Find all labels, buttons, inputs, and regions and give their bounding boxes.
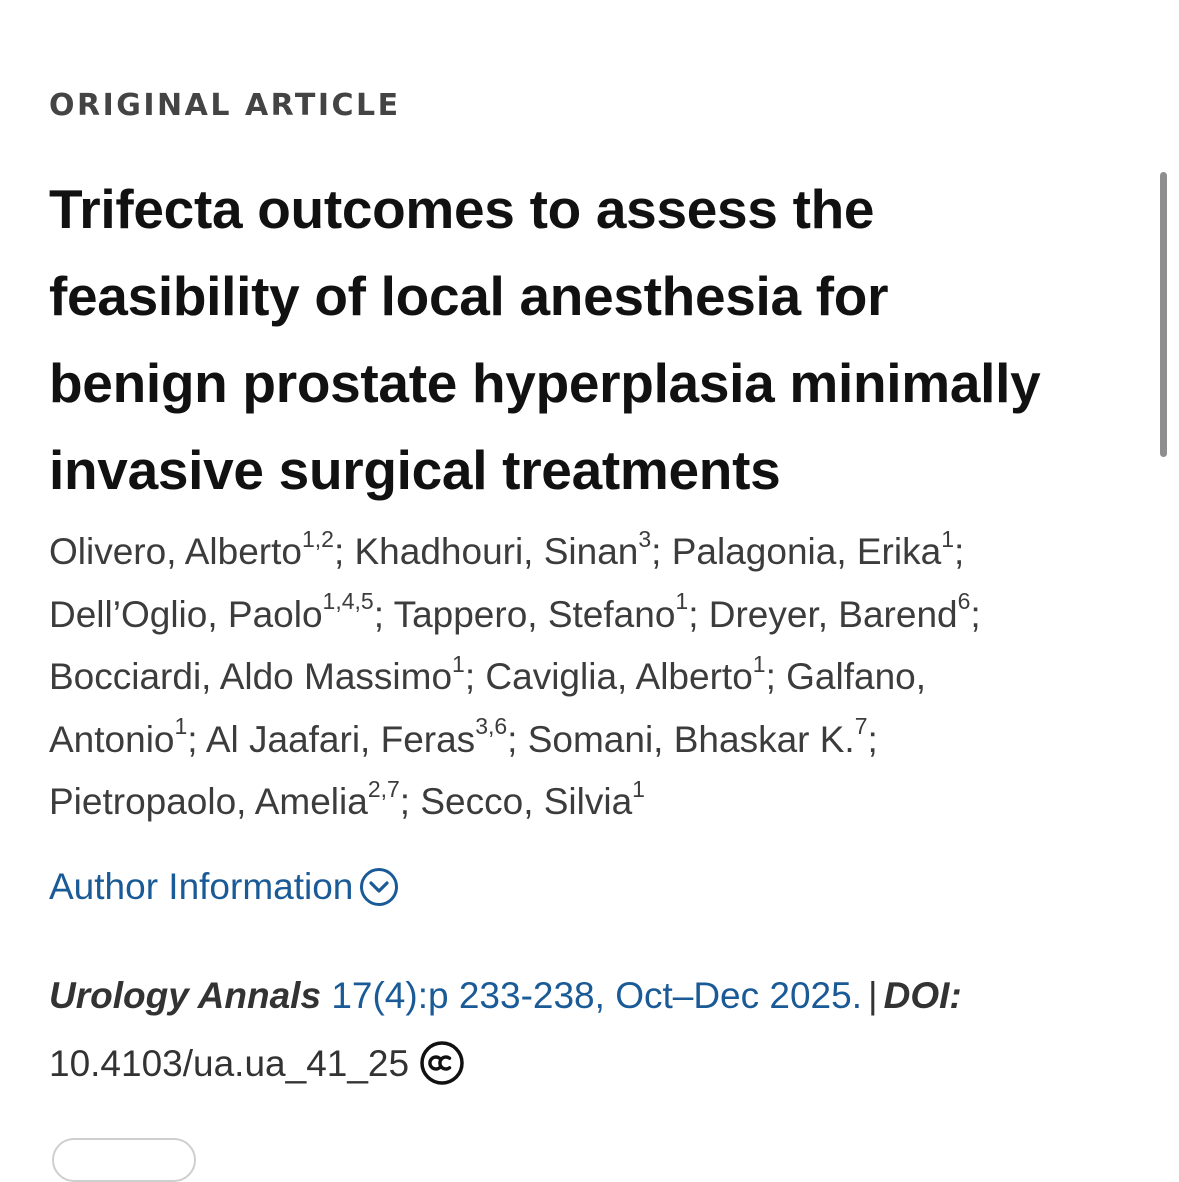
author-name[interactable]: ; Dreyer, Barend: [688, 593, 958, 635]
affiliation-sup: 2,7: [367, 775, 400, 802]
title-line-1: Trifecta outcomes to assess the: [49, 178, 875, 240]
article-title: Trifecta outcomes to assess the feasibil…: [49, 166, 1124, 514]
author-list: Olivero, Alberto1,2; Khadhouri, Sinan3; …: [49, 521, 1124, 834]
affiliation-sup: 1: [452, 650, 465, 677]
author-information-toggle[interactable]: Author Information: [49, 866, 399, 908]
author-name[interactable]: ; Secco, Silvia: [399, 781, 633, 822]
author-separator: ;: [953, 531, 965, 572]
chevron-down-circle-icon[interactable]: [359, 867, 399, 907]
author-name[interactable]: ; Caviglia, Alberto: [464, 656, 753, 697]
affiliation-sup: 1: [941, 525, 954, 552]
author-name[interactable]: Antonio: [49, 718, 175, 760]
author-name[interactable]: ; Galfano,: [765, 656, 927, 697]
author-line-3: Bocciardi, Aldo Massimo1; Caviglia, Albe…: [49, 646, 1124, 709]
affiliation-sup: 1,4,5: [322, 588, 374, 615]
author-line-5: Pietropaolo, Amelia2,7; Secco, Silvia1: [49, 771, 1124, 834]
affiliation-sup: 1,2: [301, 525, 334, 552]
author-name[interactable]: Bocciardi, Aldo Massimo: [49, 656, 453, 697]
author-information-label[interactable]: Author Information: [49, 866, 354, 907]
affiliation-sup: 1: [174, 713, 188, 740]
doi-value[interactable]: 10.4103/ua.ua_41_25: [49, 1043, 410, 1084]
title-line-3: benign prostate hyperplasia minimally: [49, 352, 1041, 414]
citation-line-1: Urology Annals 17(4):p 233-238, Oct–Dec …: [49, 962, 1124, 1030]
author-name[interactable]: ; Tappero, Stefano: [373, 593, 676, 635]
citation-block: Urology Annals 17(4):p 233-238, Oct–Dec …: [49, 962, 1124, 1098]
author-name[interactable]: ; Somani, Bhaskar K.: [507, 718, 855, 760]
author-name[interactable]: ; Palagonia, Erika: [651, 531, 942, 572]
affiliation-sup: 3: [638, 525, 652, 552]
author-name[interactable]: ; Al Jaafari, Feras: [187, 718, 476, 760]
citation-separator: |: [868, 975, 878, 1016]
affiliation-sup: 1: [675, 588, 689, 615]
author-line-2: Dell’Oglio, Paolo1,4,5; Tappero, Stefano…: [49, 584, 1124, 647]
doi-label: DOI:: [883, 975, 962, 1016]
author-separator: ;: [970, 593, 981, 635]
article-type-label: ORIGINAL ARTICLE: [49, 88, 401, 123]
author-line-1: Olivero, Alberto1,2; Khadhouri, Sinan3; …: [49, 521, 1124, 584]
affiliation-sup: 1: [632, 775, 645, 802]
affiliation-sup: 6: [957, 588, 971, 615]
creative-commons-icon[interactable]: [419, 1040, 465, 1086]
affiliation-sup: 1: [752, 650, 766, 677]
author-separator: ;: [867, 718, 878, 760]
author-name[interactable]: Dell’Oglio, Paolo: [49, 593, 323, 635]
citation-line-2: 10.4103/ua.ua_41_25: [49, 1030, 1124, 1098]
author-name[interactable]: Pietropaolo, Amelia: [49, 781, 368, 822]
title-line-2: feasibility of local anesthesia for: [49, 265, 889, 327]
partial-pill-button[interactable]: [52, 1138, 196, 1182]
affiliation-sup: 7: [854, 713, 868, 740]
author-name[interactable]: Olivero, Alberto: [49, 531, 302, 572]
journal-name: Urology Annals: [49, 975, 322, 1016]
author-line-4: Antonio1; Al Jaafari, Feras3,6; Somani, …: [49, 709, 1124, 772]
title-line-4: invasive surgical treatments: [49, 439, 781, 501]
issue-link[interactable]: 17(4):p 233-238, Oct–Dec 2025.: [331, 975, 862, 1016]
author-name[interactable]: ; Khadhouri, Sinan: [333, 531, 639, 572]
scrollbar-thumb[interactable]: [1160, 172, 1167, 457]
affiliation-sup: 3,6: [475, 713, 508, 740]
